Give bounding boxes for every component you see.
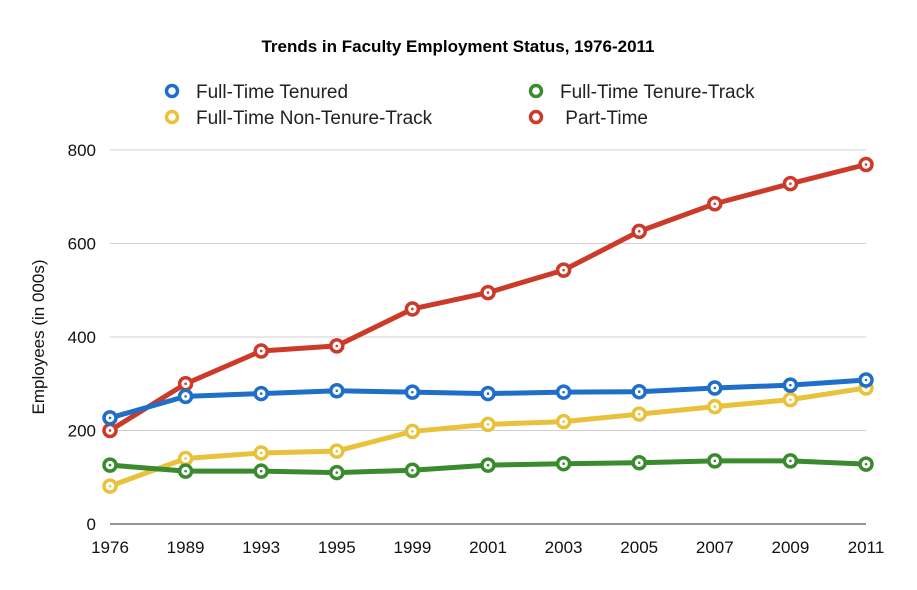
- data-point-center: [335, 449, 339, 453]
- data-point-center: [637, 461, 641, 465]
- data-point-center: [486, 463, 490, 467]
- data-point-center: [486, 291, 490, 294]
- x-tick-label: 1999: [393, 538, 431, 557]
- data-point-center: [108, 463, 112, 467]
- x-tick-label: 2005: [620, 538, 658, 557]
- data-point-center: [184, 457, 187, 460]
- data-point-center: [864, 163, 868, 166]
- legend-marker: [164, 83, 180, 99]
- series-0: [102, 372, 874, 426]
- legend-label: Full-Time Tenure-Track: [560, 82, 755, 103]
- legend: Full-Time Tenured Full-Time Tenure-Track F…: [164, 82, 755, 129]
- data-point-center: [259, 392, 263, 395]
- data-point-center: [184, 469, 187, 473]
- data-point-center: [108, 429, 112, 432]
- legend-label: Part-Time: [560, 108, 648, 129]
- series-1: [102, 453, 874, 481]
- legend-marker: [164, 109, 180, 125]
- series-2: [102, 380, 874, 494]
- data-point-center: [789, 383, 792, 387]
- data-point-center: [259, 469, 263, 473]
- data-point-center: [411, 307, 414, 311]
- data-point-center: [335, 389, 339, 393]
- data-point-center: [411, 390, 414, 394]
- legend-marker: [528, 109, 544, 125]
- data-point-center: [789, 182, 792, 185]
- data-point-center: [486, 423, 490, 426]
- data-point-center: [713, 202, 717, 206]
- data-point-center: [864, 378, 868, 382]
- gridlines: [110, 149, 866, 525]
- data-point-center: [562, 462, 565, 465]
- y-tick-label: 800: [68, 141, 96, 160]
- data-point-center: [411, 468, 414, 472]
- data-point-center: [562, 390, 565, 394]
- data-point-center: [789, 398, 792, 401]
- data-point-center: [259, 349, 263, 353]
- data-point-center: [637, 390, 641, 393]
- x-tick-label: 1995: [318, 538, 356, 557]
- x-tick-label: 2007: [696, 538, 734, 557]
- y-tick-label: 200: [68, 422, 96, 441]
- data-point-center: [335, 344, 339, 348]
- y-tick-label: 0: [87, 515, 96, 534]
- y-axis-ticks: 0 200 400 600 800: [68, 141, 96, 534]
- chart-title: Trends in Faculty Employment Status, 197…: [261, 37, 654, 56]
- y-axis-label: Employees (in 000s): [29, 260, 48, 415]
- data-point-center: [713, 405, 717, 408]
- data-point-center: [184, 382, 187, 386]
- legend-label: Full-Time Non-Tenure-Track: [196, 108, 433, 129]
- data-point-center: [713, 459, 717, 463]
- data-point-center: [562, 420, 565, 423]
- data-point-center: [259, 451, 263, 455]
- series-group: [102, 156, 874, 494]
- data-point-center: [411, 430, 414, 433]
- data-point-center: [184, 395, 187, 398]
- x-tick-label: 2011: [848, 538, 885, 557]
- x-tick-label: 1989: [167, 538, 205, 557]
- data-point-center: [108, 484, 112, 488]
- legend-label: Full-Time Tenured: [196, 82, 348, 103]
- legend-marker: [528, 83, 544, 99]
- data-point-center: [486, 392, 490, 395]
- x-tick-label: 2003: [545, 538, 583, 557]
- data-point-center: [562, 268, 565, 272]
- x-axis-ticks: 1976 1989 1993 1995 1999 2001 2003 2005 2007 2009…: [91, 538, 884, 557]
- x-tick-label: 1976: [91, 538, 129, 557]
- x-tick-label: 2001: [469, 538, 507, 557]
- data-point-center: [637, 412, 641, 416]
- y-tick-label: 600: [68, 235, 96, 254]
- data-point-center: [713, 386, 717, 390]
- data-point-center: [335, 471, 339, 474]
- data-point-center: [108, 416, 112, 420]
- x-tick-label: 1993: [242, 538, 280, 557]
- data-point-center: [637, 230, 641, 233]
- data-point-center: [789, 459, 792, 463]
- data-point-center: [864, 462, 868, 466]
- x-tick-label: 2009: [771, 538, 809, 557]
- y-tick-label: 400: [68, 328, 96, 347]
